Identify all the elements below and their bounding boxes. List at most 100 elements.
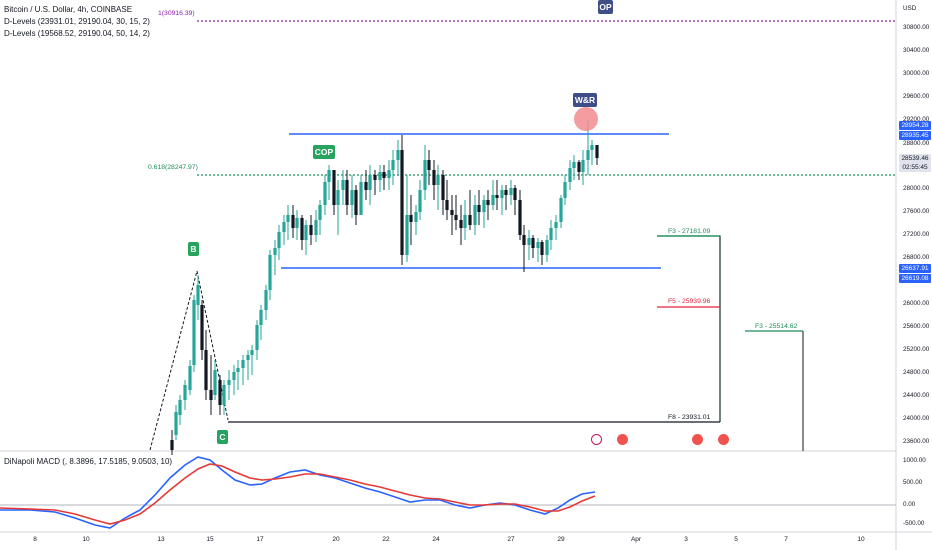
candle-body: [418, 190, 422, 212]
c-marker: C: [217, 430, 228, 444]
time-tick: 22: [382, 536, 390, 543]
candle-body: [327, 170, 331, 182]
candle-body: [236, 368, 240, 372]
cop-marker: COP: [313, 145, 335, 159]
candle-body: [378, 172, 382, 180]
price-tick: 30000.00: [903, 70, 930, 77]
candle-body: [359, 182, 363, 215]
time-tick: 7: [784, 536, 788, 543]
time-tick: 15: [206, 536, 214, 543]
price-tick: 25600.00: [903, 323, 930, 330]
candle-body: [345, 180, 349, 205]
indicator-macd[interactable]: DiNapoli MACD (, 8.3896, 17.5185, 9.0503…: [4, 457, 173, 466]
candle-body: [354, 190, 358, 215]
candle-body: [495, 195, 499, 198]
candle-body: [427, 160, 431, 170]
macd-tick: 0.00: [903, 501, 916, 508]
us-flag-event-icon[interactable]: [718, 434, 729, 445]
candle-body: [549, 228, 553, 240]
candle-body: [227, 380, 231, 385]
candle-body: [468, 215, 472, 225]
indicator-dlevels-2[interactable]: D-Levels (19568.52, 29190.04, 50, 14, 2): [4, 29, 150, 38]
candle-body: [482, 200, 486, 212]
candle-body: [268, 255, 272, 290]
candle-body: [295, 218, 299, 228]
candle-body: [286, 215, 290, 222]
lower-line-price-1: 26637.91: [899, 264, 931, 273]
candle-body: [309, 225, 313, 235]
f3-level-label: F3 - 27181.09: [668, 228, 711, 235]
candle-body: [568, 168, 572, 182]
candle-body: [255, 325, 259, 350]
candle-body: [314, 220, 318, 235]
flash-event-icon[interactable]: [591, 434, 602, 445]
lower-line-price-2: 26619.08: [899, 274, 931, 283]
price-tick: 24400.00: [903, 392, 930, 399]
time-tick: 27: [507, 536, 515, 543]
candle-body: [373, 175, 377, 180]
candle-body: [459, 220, 463, 228]
price-tick: 26000.00: [903, 300, 930, 307]
candle-body: [391, 160, 395, 170]
candle-body: [259, 310, 263, 325]
candle-body: [213, 370, 217, 395]
candle-body: [554, 222, 558, 228]
us-flag-event-icon[interactable]: [692, 434, 703, 445]
candle-body: [291, 215, 295, 228]
candle-body: [364, 182, 368, 190]
candle-body: [188, 366, 192, 390]
candle-body: [450, 210, 454, 215]
upper-line-price-2: 28935.45: [899, 131, 931, 140]
candle-body: [545, 240, 549, 255]
price-tick: 30800.00: [903, 24, 930, 31]
candle-body: [222, 385, 226, 405]
candle-body: [218, 380, 222, 405]
candle-body: [396, 150, 400, 160]
price-tick: 27600.00: [903, 208, 930, 215]
candle-body: [563, 182, 567, 198]
price-tick: 29200.00: [903, 116, 930, 123]
candle-body: [527, 238, 531, 245]
candle-body: [477, 205, 481, 212]
candle-body: [318, 205, 322, 220]
candle-body: [341, 180, 345, 190]
indicator-dlevels-1[interactable]: D-Levels (23931.01, 29190.04, 30, 15, 2): [4, 17, 150, 26]
macd-tick: 1000.00: [903, 457, 926, 464]
time-tick: 5: [734, 536, 738, 543]
op-level-label: 1(30916.39): [158, 10, 195, 17]
candle-body: [300, 218, 304, 240]
candle-body: [368, 175, 372, 190]
macd-line: [0, 456, 596, 529]
candle-body: [178, 400, 182, 415]
candle-body: [491, 195, 495, 205]
price-tick: 28000.00: [903, 185, 930, 192]
candle-body: [441, 175, 445, 200]
candle-body: [250, 350, 254, 355]
candle-body: [183, 385, 187, 400]
candle-body: [540, 242, 544, 255]
candle-body: [513, 188, 517, 200]
time-tick: 8: [33, 536, 37, 543]
price-tick: 25200.00: [903, 346, 930, 353]
candle-body: [304, 225, 308, 240]
symbol-title: Bitcoin / U.S. Dollar, 4h, COINBASE: [4, 5, 133, 14]
candle-body: [196, 285, 200, 305]
time-tick: 10: [82, 536, 90, 543]
candle-body: [200, 305, 204, 350]
f3b-level-label: F3 - 25514.62: [755, 323, 798, 330]
candle-body: [170, 440, 174, 450]
candle-body: [232, 372, 236, 380]
candle-body: [405, 215, 409, 255]
us-flag-event-icon[interactable]: [617, 434, 628, 445]
candle-body: [559, 198, 563, 222]
macd-tick: -500.00: [903, 520, 925, 527]
candle-body: [463, 215, 467, 228]
candle-body: [277, 232, 281, 248]
candle-body: [209, 390, 213, 400]
candle-body: [273, 248, 277, 255]
price-tick: 26800.00: [903, 254, 930, 261]
currency-label: USD: [903, 5, 917, 12]
price-tick: 27200.00: [903, 231, 930, 238]
time-tick: 3: [684, 536, 688, 543]
